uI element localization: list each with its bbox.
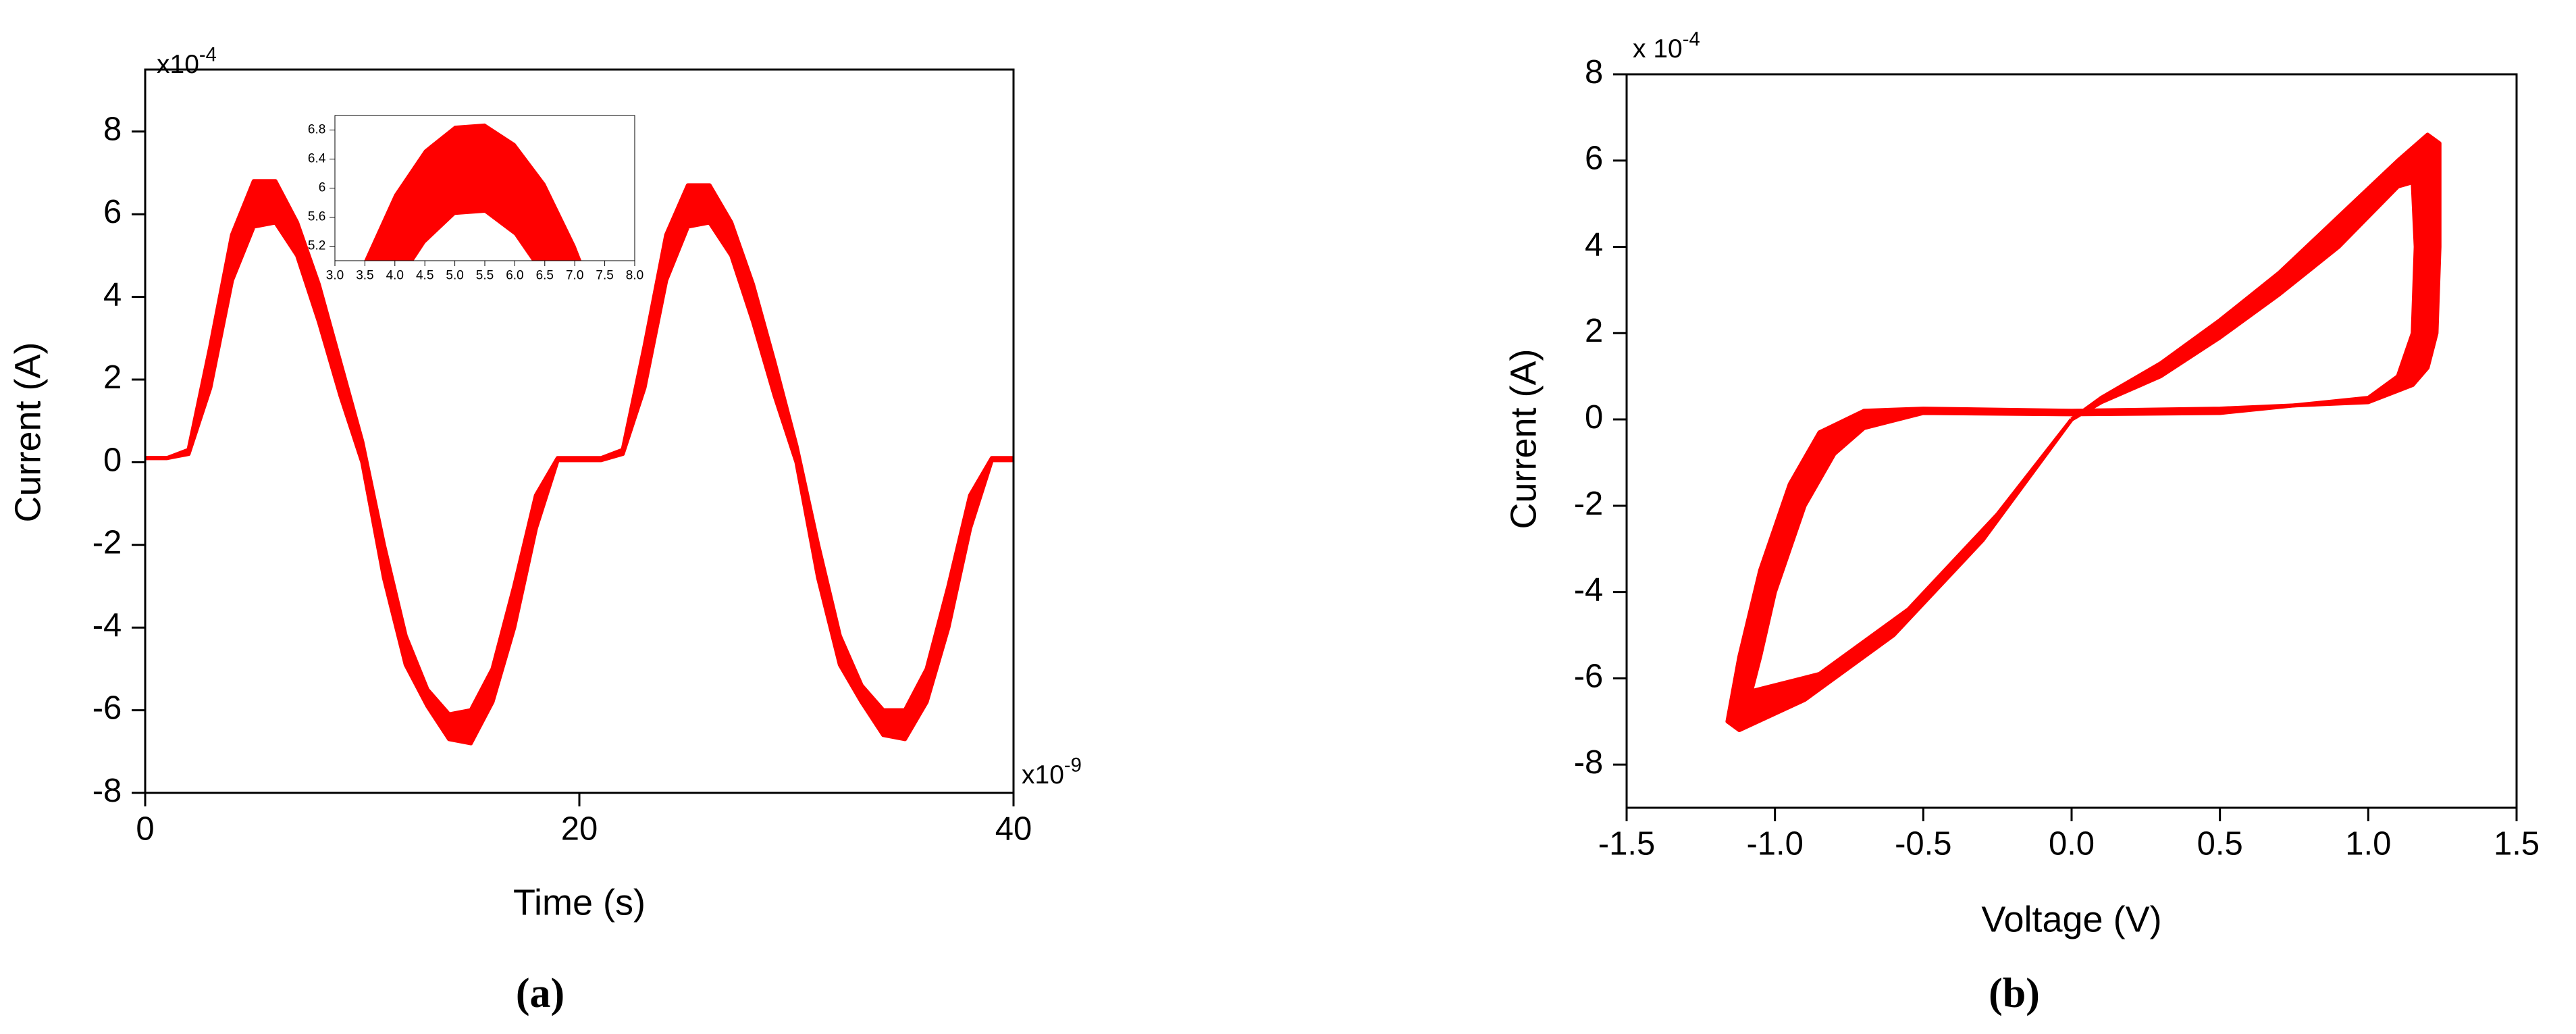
y-tick-label: 6.4 — [308, 152, 326, 166]
x-tick-label: 3.0 — [326, 268, 344, 282]
x-tick-label: 0 — [136, 811, 154, 848]
x-multiplier-exponent: -9 — [1064, 754, 1082, 776]
curve — [145, 179, 1014, 717]
x-tick-label: 1.0 — [2345, 826, 2391, 862]
y-tick-label: 5.2 — [308, 239, 325, 253]
y-multiplier-exponent: -4 — [1683, 28, 1700, 50]
y-tick-label: 6.8 — [308, 123, 325, 137]
y-axis-title: Current (A) — [1503, 348, 1544, 529]
y-tick-label: 6 — [319, 181, 326, 195]
x-tick-label: 3.5 — [356, 268, 373, 282]
panel-label: (b) — [1989, 971, 2040, 1016]
x-tick-label: -1.5 — [1598, 826, 1655, 862]
x-axis-title: Time (s) — [513, 882, 646, 923]
y-tick-label: -4 — [1574, 572, 1604, 609]
x-tick-label: 0.0 — [2049, 826, 2095, 862]
y-tick-label: 8 — [103, 111, 122, 148]
y-tick-label: -2 — [93, 525, 122, 561]
curve — [364, 123, 582, 261]
x-multiplier-base: x10 — [1022, 760, 1064, 790]
x-axis-title: Voltage (V) — [1981, 899, 2161, 939]
y-tick-label: -4 — [93, 607, 122, 644]
panel-label: (a) — [516, 971, 564, 1016]
curve — [1749, 180, 2418, 694]
y-tick-label: 5.6 — [308, 210, 325, 224]
y-multiplier-base: x 10 — [1633, 34, 1683, 63]
x-tick-label: 20 — [561, 811, 598, 848]
x-tick-label: 5.0 — [446, 268, 463, 282]
y-tick-label: 4 — [103, 277, 122, 313]
y-tick-label: 2 — [1585, 313, 1603, 349]
y-tick-label: 8 — [1585, 54, 1603, 91]
y-multiplier-exponent: -4 — [199, 44, 217, 66]
x-tick-label: 7.5 — [596, 268, 613, 282]
y-tick-label: -6 — [1574, 658, 1604, 694]
band-fill — [1727, 134, 2440, 731]
y-multiplier: x 10-4 — [1633, 28, 1700, 63]
x-multiplier: x10-9 — [1022, 754, 1082, 790]
y-tick-label: -8 — [1574, 744, 1604, 781]
y-tick-label: 4 — [1585, 226, 1603, 263]
x-tick-label: 7.0 — [566, 268, 583, 282]
x-tick-label: 0.5 — [2197, 826, 2243, 862]
y-tick-label: 0 — [1585, 399, 1603, 436]
y-tick-label: 6 — [103, 194, 122, 230]
x-tick-label: 5.5 — [476, 268, 494, 282]
y-tick-label: -6 — [93, 690, 122, 727]
curve — [145, 220, 1014, 746]
y-tick-label: -2 — [1574, 486, 1604, 522]
y-multiplier-base: x10 — [157, 50, 199, 79]
y-tick-label: 6 — [1585, 140, 1603, 177]
curve — [412, 211, 533, 261]
x-tick-label: 4.5 — [416, 268, 433, 282]
x-tick-label: -0.5 — [1895, 826, 1951, 862]
x-tick-label: 6.5 — [536, 268, 554, 282]
band-fill — [365, 124, 581, 261]
y-tick-label: -8 — [93, 773, 122, 809]
x-tick-label: 4.0 — [386, 268, 404, 282]
y-tick-label: 0 — [103, 442, 122, 478]
x-tick-label: -1.0 — [1746, 826, 1803, 862]
y-tick-label: 2 — [103, 359, 122, 396]
band-fill — [145, 181, 1014, 744]
x-tick-label: 1.5 — [2494, 826, 2540, 862]
y-axis-title: Current (A) — [7, 342, 48, 522]
x-tick-label: 6.0 — [506, 268, 523, 282]
y-multiplier: x10-4 — [157, 44, 217, 79]
x-tick-label: 8.0 — [626, 268, 643, 282]
x-tick-label: 40 — [995, 811, 1032, 848]
